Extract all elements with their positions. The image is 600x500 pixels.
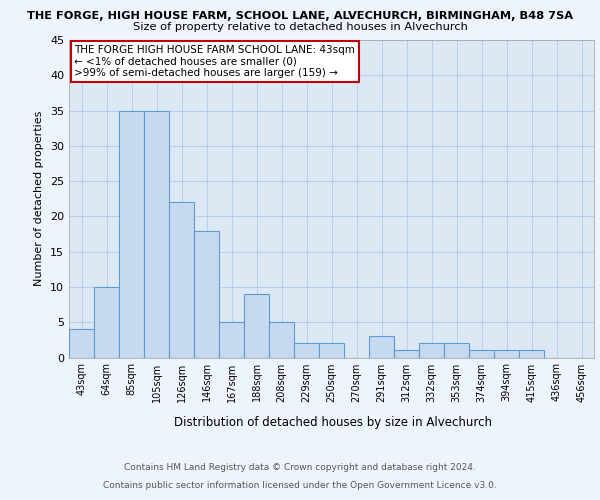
- Bar: [319, 344, 344, 357]
- Bar: [519, 350, 544, 358]
- Bar: [94, 287, 119, 358]
- Bar: [394, 350, 419, 358]
- Bar: [419, 344, 444, 357]
- Bar: [444, 344, 469, 357]
- Bar: [294, 344, 319, 357]
- Bar: [244, 294, 269, 358]
- Bar: [194, 230, 219, 358]
- Bar: [119, 110, 144, 358]
- Bar: [369, 336, 394, 357]
- Text: THE FORGE HIGH HOUSE FARM SCHOOL LANE: 43sqm
← <1% of detached houses are smalle: THE FORGE HIGH HOUSE FARM SCHOOL LANE: 4…: [74, 45, 355, 78]
- Bar: [69, 330, 94, 357]
- Text: THE FORGE, HIGH HOUSE FARM, SCHOOL LANE, ALVECHURCH, BIRMINGHAM, B48 7SA: THE FORGE, HIGH HOUSE FARM, SCHOOL LANE,…: [27, 11, 573, 21]
- Text: Contains HM Land Registry data © Crown copyright and database right 2024.: Contains HM Land Registry data © Crown c…: [124, 463, 476, 472]
- Y-axis label: Number of detached properties: Number of detached properties: [34, 111, 44, 286]
- Bar: [269, 322, 294, 358]
- Bar: [469, 350, 494, 358]
- Text: Distribution of detached houses by size in Alvechurch: Distribution of detached houses by size …: [174, 416, 492, 429]
- Bar: [144, 110, 169, 358]
- Bar: [494, 350, 519, 358]
- Bar: [219, 322, 244, 358]
- Text: Contains public sector information licensed under the Open Government Licence v3: Contains public sector information licen…: [103, 480, 497, 490]
- Text: Size of property relative to detached houses in Alvechurch: Size of property relative to detached ho…: [133, 22, 467, 32]
- Bar: [169, 202, 194, 358]
